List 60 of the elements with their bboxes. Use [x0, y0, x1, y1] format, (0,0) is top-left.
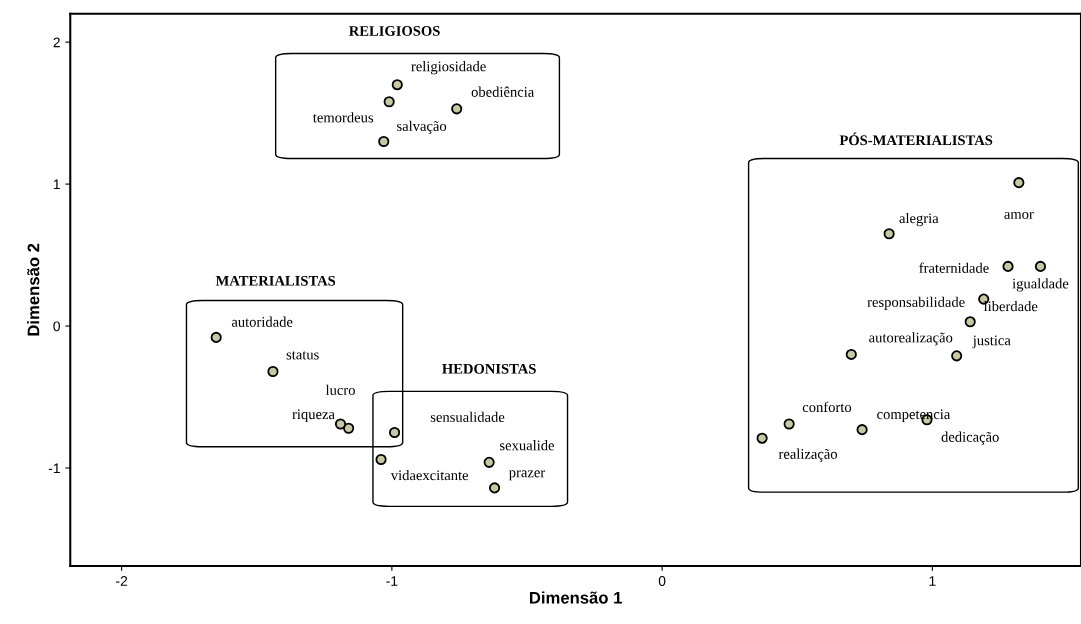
x-tick-label: -2	[116, 576, 128, 586]
annotation: prazer	[509, 470, 546, 481]
point	[391, 79, 403, 91]
point	[334, 418, 347, 430]
annotation: temordeus	[312, 112, 374, 123]
point	[783, 418, 795, 430]
point	[964, 316, 976, 328]
point	[267, 365, 279, 378]
y-tick-label: 2	[53, 37, 60, 48]
annotation: liberdade	[983, 300, 1038, 312]
annotation: autoridade	[231, 316, 293, 327]
annotation: realização	[778, 448, 838, 462]
point	[1002, 260, 1014, 272]
annotation: fraternidade	[919, 262, 989, 273]
point	[951, 350, 963, 362]
point	[389, 426, 401, 439]
annotation: responsabilidade	[867, 296, 965, 310]
y-tick-label: -1	[48, 463, 60, 474]
annotation: autorealização	[869, 332, 953, 346]
point	[483, 456, 495, 468]
point	[343, 422, 355, 434]
annotation: status	[286, 351, 319, 360]
x-tick-label: 0	[658, 576, 666, 586]
x-tick-label: -1	[386, 576, 398, 586]
point	[856, 424, 868, 436]
point	[210, 331, 222, 343]
point	[383, 96, 395, 108]
annotation: MATERIALISTAS	[215, 275, 336, 286]
point	[378, 135, 390, 148]
annotation: alegria	[899, 212, 939, 227]
annotation: religiosidade	[411, 61, 486, 75]
y-tick-label: 1	[53, 179, 60, 190]
point	[756, 432, 768, 444]
point	[1034, 260, 1047, 272]
point	[488, 482, 501, 494]
annotation: vidaexcitante	[390, 469, 469, 481]
annotation: dedicação	[941, 431, 999, 445]
x-axis-title: Dimensão 1	[529, 591, 622, 604]
point	[845, 348, 857, 361]
y-axis-title: Dimensão 2	[27, 243, 40, 336]
annotation: conforto	[802, 401, 852, 413]
y-tick-label: 0	[53, 321, 60, 332]
annotation: igualdade	[1012, 278, 1069, 292]
annotation: riqueza	[292, 409, 335, 423]
point	[375, 453, 387, 466]
annotation: obediência	[471, 86, 535, 97]
x-tick-label: 1	[929, 576, 936, 586]
point	[1013, 177, 1025, 189]
annotation: sensualidade	[430, 411, 505, 422]
point	[451, 103, 463, 115]
annotation: RELIGIOSOS	[349, 26, 440, 36]
point	[883, 228, 895, 240]
annotation: justica	[972, 335, 1011, 349]
annotation: PÓS-MATERIALISTAS	[839, 132, 993, 146]
annotation: lucro	[325, 384, 355, 395]
annotation: HEDONISTAS	[442, 363, 536, 374]
annotation: salvação	[397, 120, 447, 134]
annotation: amor	[1004, 211, 1034, 219]
annotation: competencia	[877, 409, 951, 423]
annotation: sexualide	[500, 440, 555, 451]
